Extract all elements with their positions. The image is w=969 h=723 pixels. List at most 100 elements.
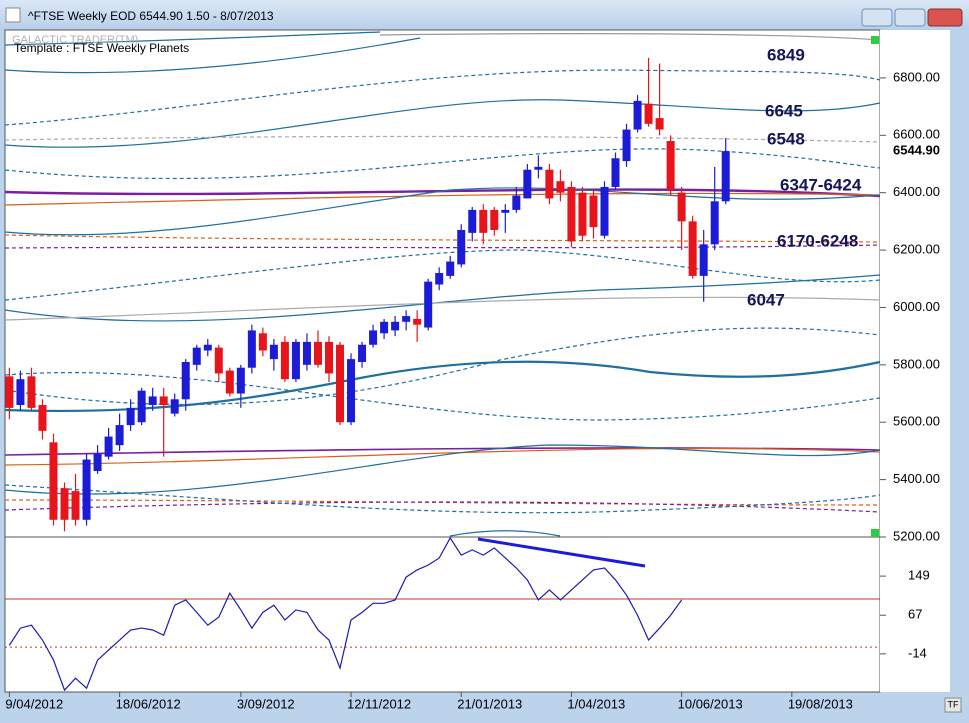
candle-body — [677, 192, 686, 222]
candle-body — [380, 321, 389, 334]
candle-body — [567, 186, 576, 242]
candle-body — [358, 344, 367, 362]
candle-body — [60, 488, 69, 520]
y-tick-label: 6800.00 — [893, 69, 940, 84]
candle-body — [214, 347, 223, 374]
level-label: 6849 — [767, 45, 805, 64]
divergence-line — [477, 537, 646, 568]
candle-body — [104, 436, 113, 457]
candle-body — [159, 396, 168, 406]
window-title: ^FTSE Weekly EOD 6544.90 1.50 - 8/07/201… — [28, 9, 274, 23]
level-label: 6347-6424 — [780, 175, 862, 194]
plot-area — [4, 29, 881, 693]
candle-body — [644, 103, 653, 124]
candle-body — [589, 195, 598, 228]
candle-body — [545, 169, 554, 199]
candle-body — [446, 261, 455, 276]
candle-body — [479, 209, 488, 233]
level-label: 6548 — [767, 129, 805, 148]
last-price-label: 6544.90 — [893, 143, 940, 158]
candle-body — [247, 330, 256, 368]
candle-body — [369, 330, 378, 345]
y-tick-label: 5400.00 — [893, 471, 940, 486]
candle-body — [457, 229, 466, 265]
candle-body — [501, 209, 510, 213]
candle-body — [181, 361, 190, 400]
y-tick-label: 5800.00 — [893, 356, 940, 371]
tf-button[interactable] — [944, 697, 962, 713]
level-label: 6047 — [747, 290, 785, 309]
candle-body — [93, 453, 102, 472]
y-tick-label: 149 — [908, 568, 930, 583]
price-axis-area — [880, 30, 950, 692]
maximize-button[interactable] — [894, 8, 926, 27]
planet-lines — [4, 31, 881, 537]
candle-body — [225, 370, 234, 394]
candle-body — [16, 379, 25, 406]
oscillator-line — [8, 536, 683, 692]
candle-body — [269, 344, 278, 360]
candle-body — [468, 209, 477, 233]
candle-body — [666, 141, 675, 190]
candle-body — [324, 341, 333, 374]
app-icon — [5, 7, 21, 23]
candle-body — [347, 359, 356, 423]
x-tick-label: 9/04/2012 — [5, 696, 63, 711]
corner-marker — [871, 36, 879, 44]
candle-body — [490, 209, 499, 230]
candle-body — [313, 341, 322, 365]
candle-body — [578, 192, 587, 236]
candle-body — [38, 405, 47, 431]
candle-body — [170, 399, 179, 414]
template-label: Template : FTSE Weekly Planets — [14, 41, 189, 55]
x-tick-label: 21/01/2013 — [457, 696, 522, 711]
candle-body — [236, 367, 245, 394]
candle-body — [523, 169, 532, 199]
candle-body — [424, 281, 433, 328]
x-tick-label: 19/08/2013 — [788, 696, 853, 711]
y-tick-label: 6200.00 — [893, 242, 940, 257]
tf-button-label: TF — [948, 699, 959, 709]
candle-body — [148, 396, 157, 406]
watermark: GALACTIC TRADER(TM) — [12, 34, 138, 46]
y-tick-label: 6000.00 — [893, 299, 940, 314]
y-tick-label: 6400.00 — [893, 184, 940, 199]
x-tick-label: 12/11/2012 — [347, 696, 411, 711]
candle-body — [655, 118, 664, 130]
candle-body — [71, 491, 80, 520]
candle-body — [688, 221, 697, 276]
level-labels: 6849 6645 6548 6347-6424 6170-6248 6047 — [747, 45, 862, 309]
x-tick-label: 3/09/2012 — [237, 696, 295, 711]
candle-body — [512, 195, 521, 210]
level-label: 6170-6248 — [777, 231, 858, 250]
title-bar — [0, 0, 969, 30]
x-tick-label: 1/04/2013 — [567, 696, 625, 711]
candle-body — [126, 407, 135, 426]
candle-body — [291, 341, 300, 380]
candle-body — [556, 181, 565, 193]
x-tick-label: 18/06/2012 — [116, 696, 181, 711]
candle-body — [611, 158, 620, 187]
candle-body — [402, 316, 411, 322]
minimize-button[interactable] — [861, 8, 893, 27]
corner-marker — [871, 529, 879, 537]
level-label: 6645 — [765, 101, 803, 120]
candle-body — [534, 166, 543, 170]
candle-body — [5, 376, 14, 408]
candle-body — [391, 321, 400, 331]
candle-body — [82, 459, 91, 520]
candle-body — [280, 341, 289, 380]
close-button[interactable] — [927, 8, 963, 27]
y-tick-label: -14 — [908, 645, 927, 660]
candle-body — [49, 442, 58, 520]
candle-body — [710, 201, 719, 245]
x-tick-label: 10/06/2013 — [678, 696, 743, 711]
candle-body — [137, 390, 146, 423]
y-tick-label: 5200.00 — [893, 528, 940, 543]
candle-body — [633, 100, 642, 130]
y-tick-label: 6600.00 — [893, 127, 940, 142]
candle-body — [699, 244, 708, 276]
candle-body — [336, 344, 345, 423]
